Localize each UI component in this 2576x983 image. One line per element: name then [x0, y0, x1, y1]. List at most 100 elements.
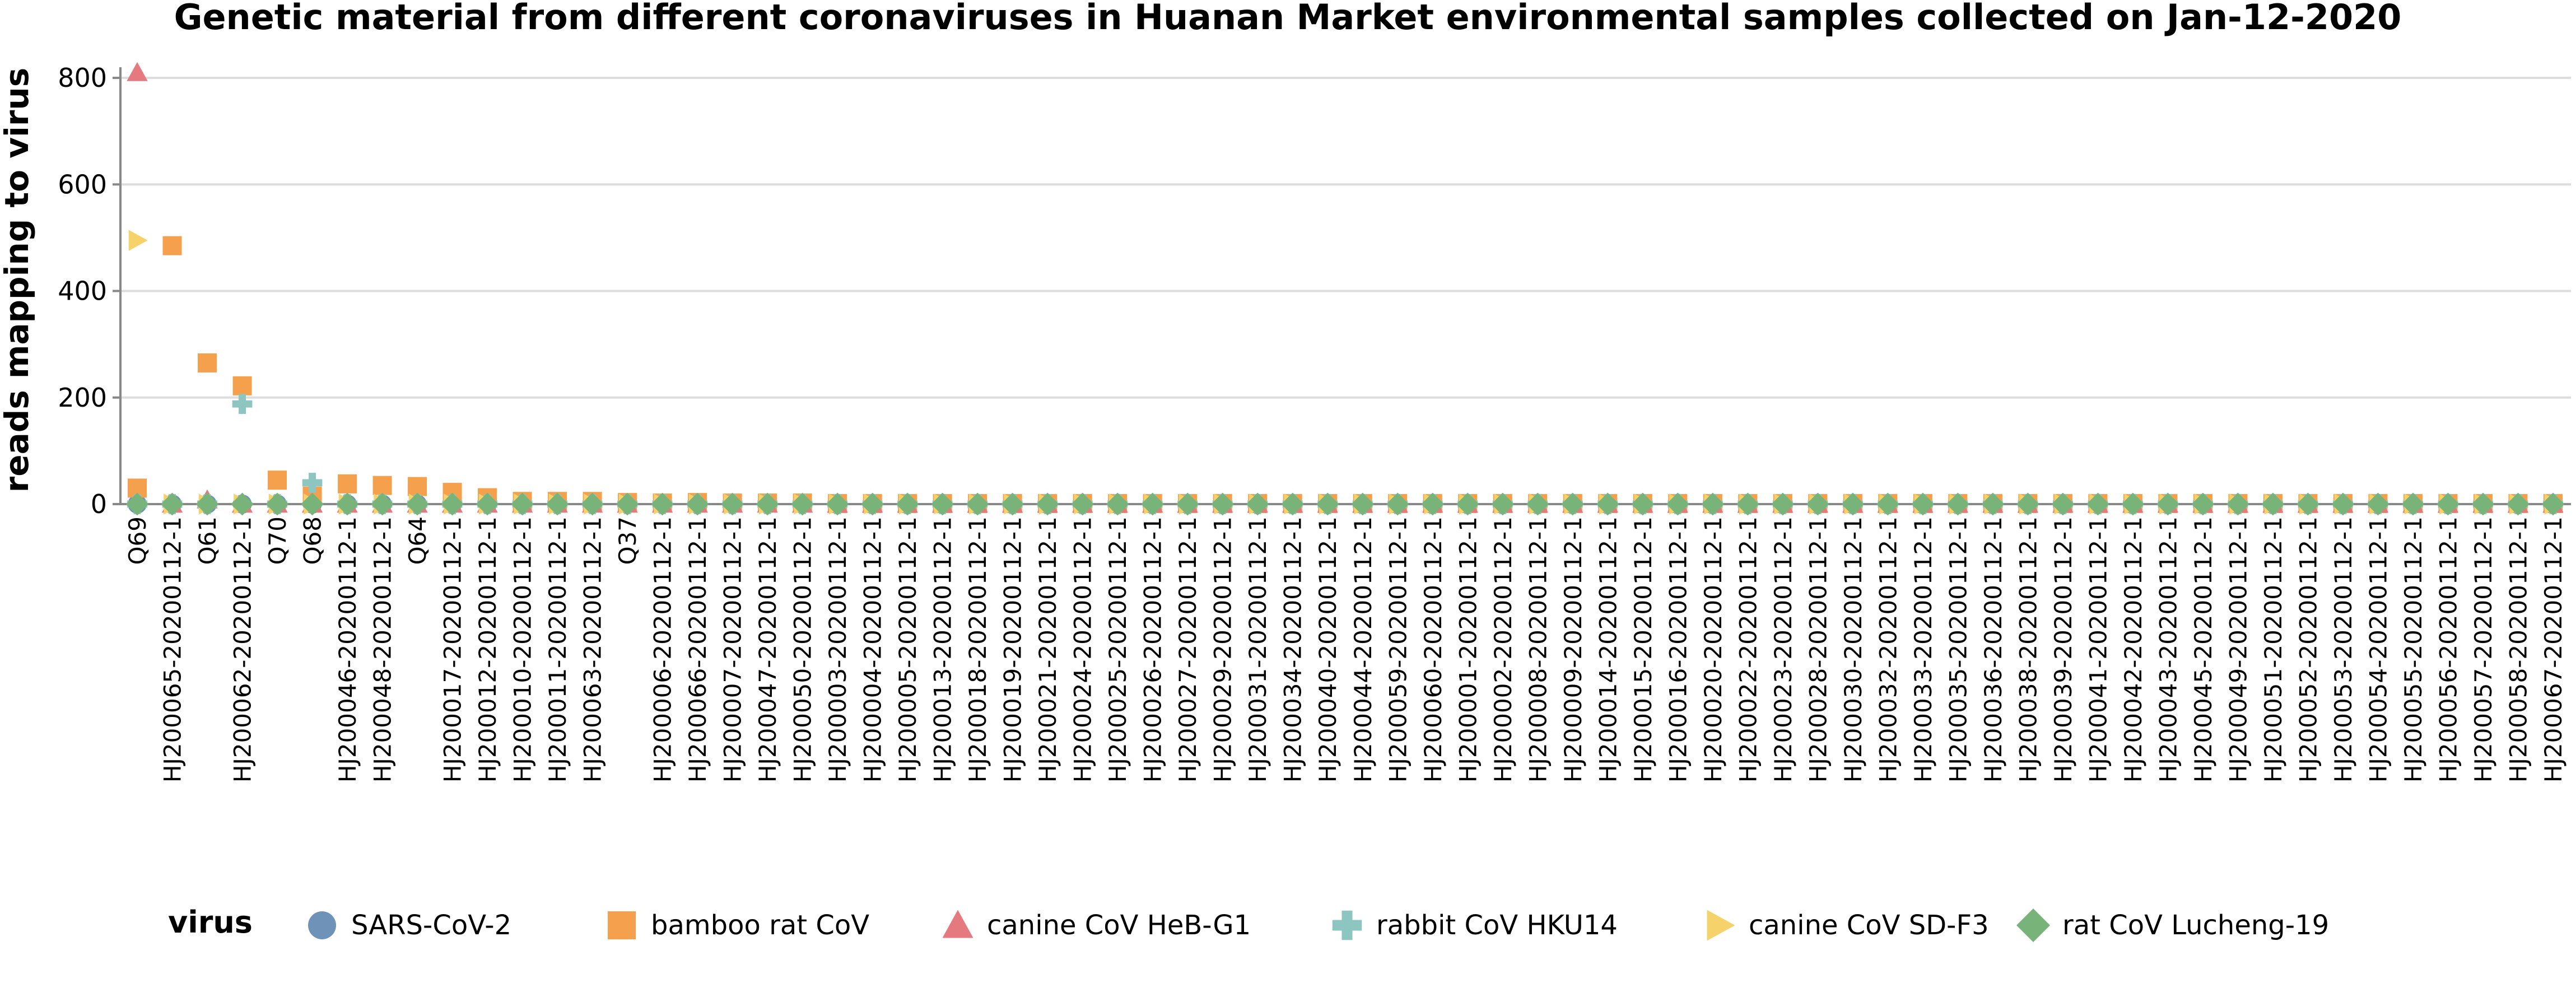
x-tick-label: HJ200057-20200112-1 — [2470, 516, 2497, 782]
legend: virus SARS-CoV-2 bamboo rat CoV canine CoV… — [168, 905, 2329, 942]
data-point-rat-cov-lucheng-19 — [1946, 492, 1969, 516]
legend-swatch-canine-cov-heb-g1 — [942, 910, 973, 938]
data-point-rat-cov-lucheng-19 — [1141, 492, 1164, 516]
x-tick-label: HJ200021-20200112-1 — [1034, 516, 1061, 782]
data-point-rat-cov-lucheng-19 — [581, 492, 604, 516]
data-point-rat-cov-lucheng-19 — [371, 492, 394, 516]
data-point-rat-cov-lucheng-19 — [1001, 492, 1024, 516]
x-tick-label: HJ200029-20200112-1 — [1209, 516, 1237, 782]
y-tick-labels: 0 200 400 600 800 — [58, 63, 107, 519]
x-tick-label: HJ200058-20200112-1 — [2504, 516, 2532, 782]
data-point-rat-cov-lucheng-19 — [2121, 492, 2145, 516]
chart-title: Genetic material from different coronavi… — [174, 0, 2402, 38]
data-point-rat-cov-lucheng-19 — [1316, 492, 1339, 516]
axes — [113, 67, 2571, 511]
x-tick-label: HJ200052-20200112-1 — [2294, 516, 2322, 782]
x-tick-label: HJ200054-20200112-1 — [2364, 516, 2392, 782]
data-point-rat-cov-lucheng-19 — [1701, 492, 1725, 516]
legend-item-canine-cov-heb-g1: canine CoV HeB-G1 — [942, 910, 1251, 941]
data-point-rat-cov-lucheng-19 — [1771, 492, 1795, 516]
y-tick-label: 800 — [58, 63, 107, 93]
data-point-rat-cov-lucheng-19 — [1596, 492, 1619, 516]
series-rat-cov-lucheng-19 — [125, 492, 2565, 516]
legend-label: canine CoV SD-F3 — [1749, 910, 1989, 941]
x-tick-label: HJ200066-20200112-1 — [684, 516, 711, 782]
legend-title: virus — [168, 905, 253, 940]
data-point-rat-cov-lucheng-19 — [161, 492, 184, 516]
data-point-rat-cov-lucheng-19 — [1736, 492, 1759, 516]
legend-label: SARS-CoV-2 — [351, 910, 511, 941]
x-tick-label: HJ200051-20200112-1 — [2260, 516, 2287, 782]
series-bamboo-rat-cov — [128, 236, 2563, 514]
data-point-rat-cov-lucheng-19 — [231, 492, 254, 516]
data-point-rat-cov-lucheng-19 — [2507, 492, 2530, 516]
legend-label: bamboo rat CoV — [651, 910, 869, 941]
x-tick-label: HJ200024-20200112-1 — [1069, 516, 1097, 782]
data-point-rat-cov-lucheng-19 — [336, 492, 359, 516]
data-point-rat-cov-lucheng-19 — [721, 492, 744, 516]
series-canine-cov-heb-g1 — [127, 62, 2564, 513]
data-point-rat-cov-lucheng-19 — [651, 492, 674, 516]
x-tick-label: Q37 — [614, 516, 641, 565]
data-point-rat-cov-lucheng-19 — [1421, 492, 1445, 516]
data-point-bamboo-rat-cov — [162, 236, 182, 255]
data-point-rat-cov-lucheng-19 — [476, 492, 499, 516]
x-tick-label: HJ200059-20200112-1 — [1384, 516, 1412, 782]
data-point-rat-cov-lucheng-19 — [1386, 492, 1409, 516]
data-point-rat-cov-lucheng-19 — [616, 492, 639, 516]
x-tick-label: HJ200056-20200112-1 — [2434, 516, 2462, 782]
x-tick-label: HJ200065-20200112-1 — [159, 516, 187, 782]
x-tick-label: HJ200048-20200112-1 — [369, 516, 397, 782]
x-tick-label: HJ200014-20200112-1 — [1594, 516, 1622, 782]
x-tick-label: HJ200030-20200112-1 — [1839, 516, 1867, 782]
x-tick-label: Q68 — [299, 516, 327, 565]
x-tick-label: HJ200050-20200112-1 — [789, 516, 817, 782]
data-point-rat-cov-lucheng-19 — [1806, 492, 1829, 516]
data-point-rabbit-cov-hku14 — [302, 473, 323, 493]
x-tick-label: HJ200016-20200112-1 — [1664, 516, 1692, 782]
data-point-rat-cov-lucheng-19 — [406, 492, 429, 516]
y-tick-label: 200 — [58, 383, 107, 413]
y-tick-label: 400 — [58, 276, 107, 306]
x-tick-label: HJ200045-20200112-1 — [2190, 516, 2217, 782]
x-tick-label: HJ200067-20200112-1 — [2540, 516, 2567, 782]
data-point-rat-cov-lucheng-19 — [546, 492, 569, 516]
data-point-rat-cov-lucheng-19 — [1981, 492, 2005, 516]
x-tick-label: HJ200017-20200112-1 — [439, 516, 467, 782]
x-tick-label: HJ200027-20200112-1 — [1174, 516, 1201, 782]
data-point-rat-cov-lucheng-19 — [2331, 492, 2355, 516]
x-tick-label: HJ200012-20200112-1 — [474, 516, 501, 782]
data-point-rat-cov-lucheng-19 — [686, 492, 709, 516]
x-tick-label: HJ200019-20200112-1 — [999, 516, 1027, 782]
data-point-rat-cov-lucheng-19 — [2051, 492, 2075, 516]
legend-item-bamboo-rat-cov: bamboo rat CoV — [608, 910, 869, 941]
x-tick-label: HJ200001-20200112-1 — [1454, 516, 1482, 782]
data-point-rat-cov-lucheng-19 — [756, 492, 779, 516]
x-tick-label: HJ200034-20200112-1 — [1279, 516, 1307, 782]
data-point-rat-cov-lucheng-19 — [195, 492, 219, 516]
data-point-rat-cov-lucheng-19 — [2296, 492, 2319, 516]
x-tick-label: HJ200022-20200112-1 — [1734, 516, 1762, 782]
data-point-rat-cov-lucheng-19 — [1036, 492, 1059, 516]
data-point-rat-cov-lucheng-19 — [791, 492, 814, 516]
data-point-rat-cov-lucheng-19 — [1561, 492, 1585, 516]
data-point-rat-cov-lucheng-19 — [2191, 492, 2215, 516]
data-point-rat-cov-lucheng-19 — [1456, 492, 1479, 516]
x-tick-label: HJ200003-20200112-1 — [824, 516, 851, 782]
series-canine-cov-sd-f3 — [128, 230, 2564, 515]
data-point-rat-cov-lucheng-19 — [826, 492, 849, 516]
data-point-canine-cov-heb-g1 — [127, 62, 148, 81]
data-point-rat-cov-lucheng-19 — [2156, 492, 2179, 516]
data-point-rat-cov-lucheng-19 — [1246, 492, 1269, 516]
legend-swatch-sars-cov-2 — [308, 911, 336, 939]
data-point-rat-cov-lucheng-19 — [861, 492, 884, 516]
legend-item-canine-cov-sd-f3: canine CoV SD-F3 — [1707, 910, 1989, 941]
data-point-rat-cov-lucheng-19 — [1631, 492, 1655, 516]
legend-swatch-rat-cov-lucheng-19 — [2016, 909, 2050, 942]
x-tick-label: HJ200018-20200112-1 — [964, 516, 991, 782]
legend-label: rat CoV Lucheng-19 — [2062, 910, 2329, 941]
x-tick-label: HJ200041-20200112-1 — [2084, 516, 2112, 782]
legend-swatch-canine-cov-sd-f3 — [1707, 910, 1735, 941]
data-point-rat-cov-lucheng-19 — [2471, 492, 2495, 516]
